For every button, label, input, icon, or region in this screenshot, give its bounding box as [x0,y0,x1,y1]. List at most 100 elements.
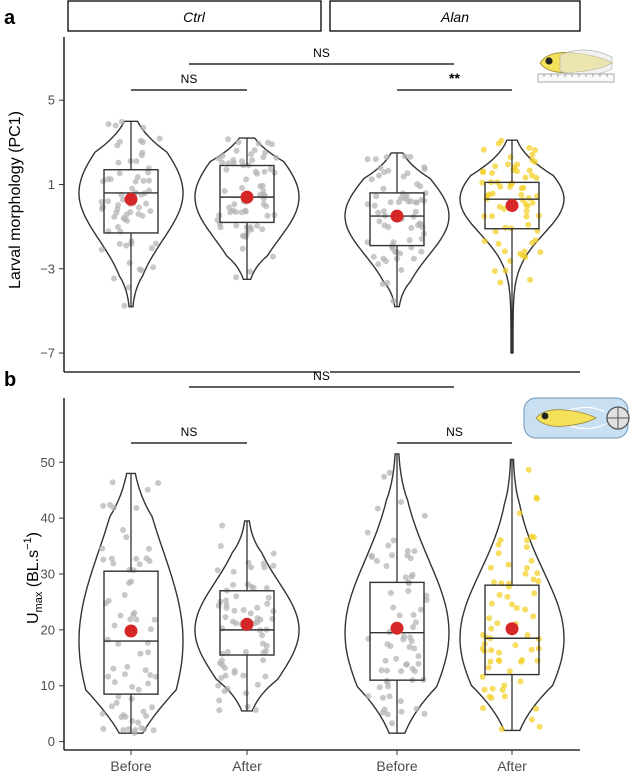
data-point [488,625,495,632]
data-point [502,224,509,231]
data-point [376,172,382,179]
data-point [129,717,136,724]
data-point [243,176,250,183]
data-point [379,281,386,287]
data-point [142,667,149,674]
data-point [489,685,496,692]
data-point [147,626,154,633]
data-point [222,672,229,679]
data-point [225,136,232,143]
data-point [146,558,153,564]
data-point [129,185,136,192]
data-point [370,253,377,260]
data-point [417,606,424,613]
data-point [407,634,413,641]
data-point [371,202,378,209]
data-point [217,543,224,549]
data-point [115,224,121,230]
data-point [111,679,118,686]
iqr-box [369,581,425,681]
data-point [136,266,143,273]
data-point [411,645,418,652]
data-point [401,633,407,640]
data-point [257,616,264,623]
data-point [222,614,229,621]
data-point [492,228,499,235]
data-point [134,174,141,181]
data-point [514,168,520,175]
mean-dot [505,622,519,636]
data-point [421,512,428,519]
data-point [485,664,492,671]
data-point [249,157,256,164]
data-point [534,657,541,664]
data-point [529,151,536,158]
data-point [487,658,494,665]
data-point [219,152,226,159]
panel-a-letter: a [4,7,16,29]
data-points [364,469,430,727]
data-point [486,615,493,622]
iqr-box [219,164,275,224]
significance-label: NS [313,369,330,383]
data-point [395,199,402,206]
data-point [221,688,228,695]
data-point [221,188,228,194]
data-point [496,658,503,664]
data-point [364,201,371,208]
data-point [133,616,140,623]
data-point [480,146,487,153]
data-point [214,217,221,224]
data-point [230,568,237,575]
data-point [413,705,420,712]
data-point [260,649,267,656]
data-point [110,504,117,511]
y-axis-title-b: Umax (BL.s−1) [22,532,45,624]
data-point [418,235,425,242]
data-point [423,597,430,604]
facet-strip-ctrl: Ctrl [67,0,322,32]
data-point [528,716,535,723]
data-point [105,673,112,680]
data-point [496,591,503,598]
data-point [123,534,130,541]
data-point [125,284,132,291]
data-point [140,708,147,715]
data-point [406,237,413,244]
data-point [421,710,428,717]
data-point [494,620,501,627]
data-point [252,168,259,175]
data-point [411,668,418,675]
data-point [126,259,133,266]
data-point [386,693,393,700]
data-point [133,555,140,562]
violin-group-ctrl-after [194,136,300,281]
x-tick-label: After [497,758,527,774]
data-point [523,213,530,220]
data-point [151,616,158,623]
data-point [123,242,130,249]
data-point [398,708,405,715]
data-point [262,149,269,156]
data-point [382,657,389,664]
data-point [99,545,106,552]
data-point [390,537,397,544]
data-point [513,605,520,611]
mean-dot [390,209,404,223]
data-point [402,195,409,202]
data-point [415,653,422,660]
data-point [259,226,266,233]
data-point [501,693,508,700]
x-tick-label: Before [110,758,151,774]
data-point [387,199,394,206]
y-tick-label: 50 [41,455,55,470]
data-point [381,473,388,480]
data-point [375,209,382,216]
data-points [99,479,162,736]
data-point [481,686,488,693]
data-point [135,204,142,211]
data-point [109,703,115,710]
violin-outline [459,139,565,354]
data-point [496,649,502,656]
data-point [260,560,267,567]
